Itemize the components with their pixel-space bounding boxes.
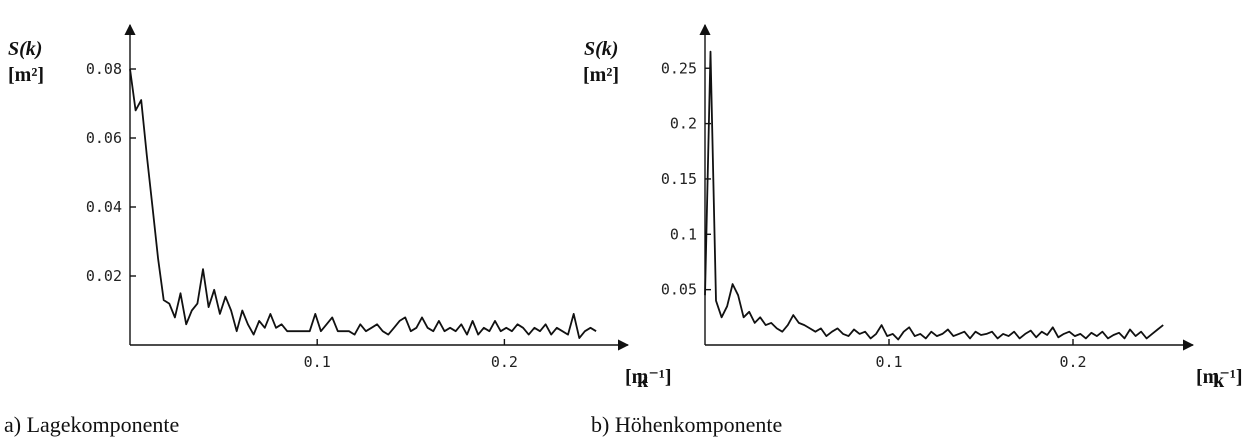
chart-b: S(k) [m²] k [m⁻¹] b) Höhenkomponente 0.1… [583,23,1243,437]
chart-a-y-tick-label: 0.06 [86,129,122,147]
chart-a-x-tick-label: 0.1 [304,353,331,371]
chart-b-y-tick-label: 0.15 [661,170,697,188]
chart-a-xunit: [m⁻¹] [625,366,672,388]
chart-a-plot-area [129,68,597,340]
chart-b-x-tick-label: 0.2 [1059,353,1086,371]
chart-b-y-tick-label: 0.2 [670,115,697,133]
chart-b-xunit: [m⁻¹] [1196,366,1243,388]
chart-b-plot-area [704,50,1164,341]
chart-a-y-tick-label: 0.08 [86,60,122,78]
chart-b-y-tick-label: 0.05 [661,281,697,299]
chart-b-series-line [704,50,1164,341]
chart-a-caption: a) Lagekomponente [4,412,179,437]
chart-a-yunit: [m²] [8,64,44,86]
chart-a-xlabel: k [637,370,649,392]
chart-b-y-tick-label: 0.25 [661,59,697,77]
chart-a: S(k) [m²] k [m⁻¹] a) Lagekomponente 0.1 0… [4,23,672,437]
chart-a-y-tick-label: 0.02 [86,267,122,285]
chart-a-x-tick-label: 0.2 [491,353,518,371]
chart-b-caption: b) Höhenkomponente [591,412,782,437]
chart-b-ylabel: S(k) [584,38,618,60]
chart-a-y-tick-label: 0.04 [86,198,122,216]
chart-b-xlabel: k [1213,370,1225,392]
chart-b-axes: 0.1 0.2 0.05 0.1 0.15 0.2 0.25 [661,23,1195,371]
chart-a-series-line [129,68,597,340]
chart-b-yunit: [m²] [583,64,619,86]
chart-a-ylabel: S(k) [8,38,42,60]
chart-b-x-tick-label: 0.1 [875,353,902,371]
chart-b-y-tick-label: 0.1 [670,225,697,243]
chart-a-axes: 0.1 0.2 0.02 0.04 0.06 0.08 [86,23,630,371]
